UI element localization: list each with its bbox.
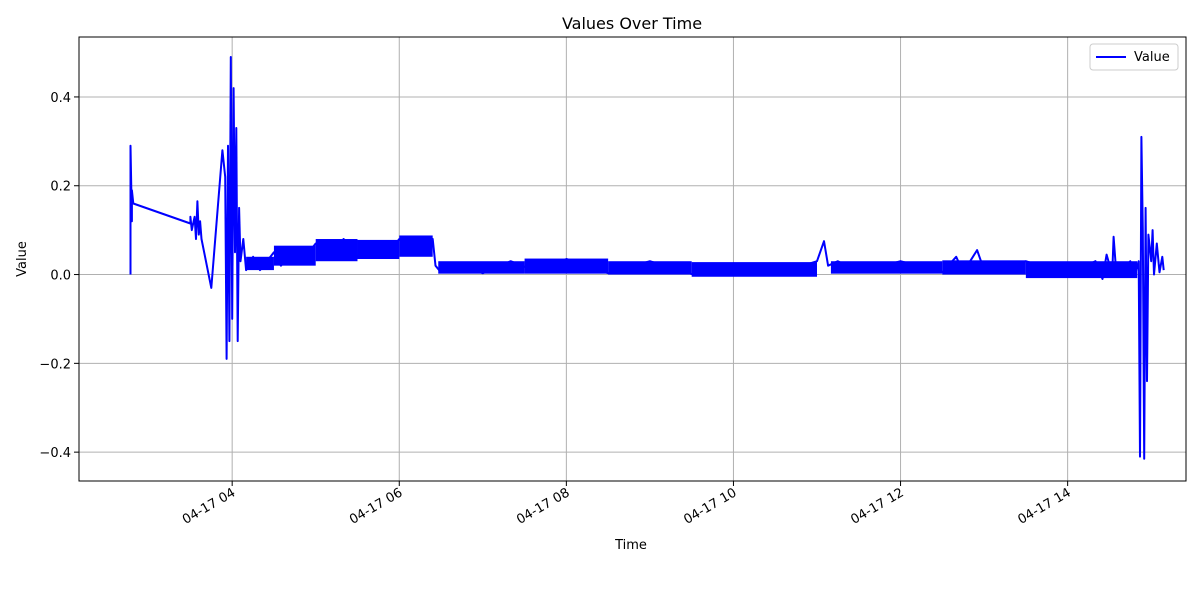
series-line	[129, 56, 1165, 460]
plot-frame	[78, 36, 1187, 482]
series-line-value	[129, 56, 1165, 460]
series-band	[608, 261, 692, 275]
legend-label: Value	[1134, 50, 1170, 65]
y-axis-ticks: −0.4 −0.2 0.0 0.2 0.4	[39, 91, 79, 461]
y-tick-label: −0.4	[39, 446, 71, 461]
y-tick-label: 0.2	[50, 180, 71, 195]
y-tick-label: −0.2	[39, 357, 71, 372]
y-axis-label: Value	[15, 241, 30, 277]
y-tick-label: 0.4	[50, 91, 71, 106]
legend-box	[1089, 43, 1179, 71]
y-tick-label: 0.0	[50, 269, 71, 284]
legend: Value	[1089, 43, 1179, 71]
x-axis-label: Time	[614, 538, 647, 553]
chart-title: Values Over Time	[562, 14, 702, 33]
